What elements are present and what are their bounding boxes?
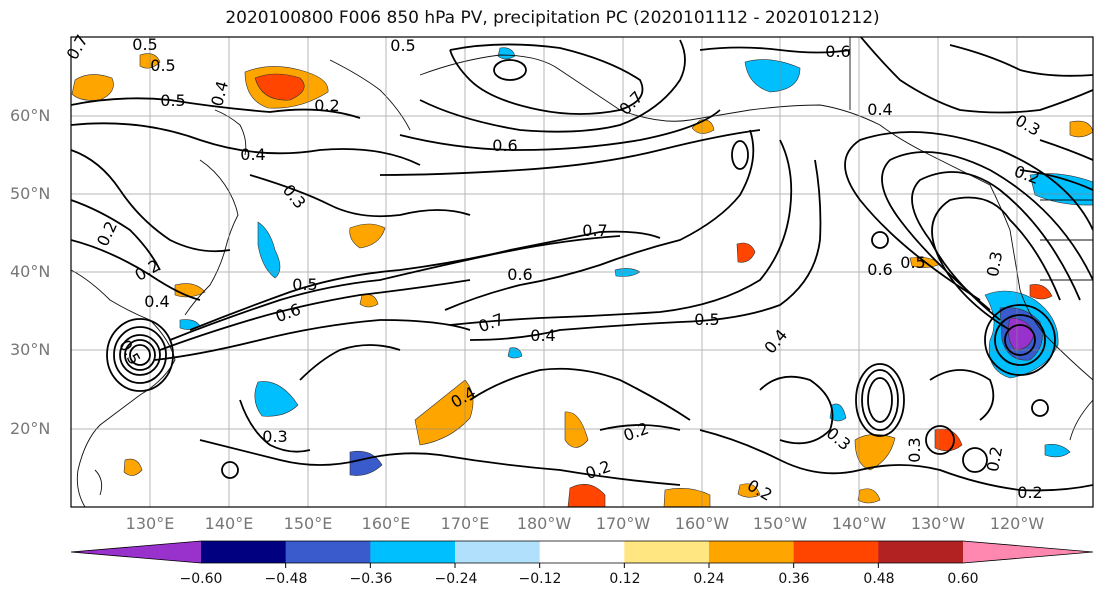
pv-contours bbox=[71, 37, 1093, 492]
colorbar-segment bbox=[709, 541, 795, 563]
lon-label: 150°W bbox=[752, 514, 808, 533]
precip-shading bbox=[71, 47, 1093, 507]
contour-label: 0.3 bbox=[262, 427, 287, 446]
colorbar-tick-label: 0.12 bbox=[609, 571, 641, 587]
contour-label: 0.4 bbox=[144, 292, 169, 311]
colorbar-segment bbox=[370, 541, 456, 563]
lon-label: 120°W bbox=[989, 514, 1045, 533]
contour-label: 0.5 bbox=[900, 253, 925, 272]
colorbar-extend-high bbox=[963, 541, 1093, 563]
colorbar-tick-label: −0.36 bbox=[349, 571, 393, 587]
lat-label: 30°N bbox=[10, 340, 51, 359]
colorbar-segment bbox=[455, 541, 541, 563]
colorbar bbox=[70, 540, 1094, 568]
contour-label: 0.2 bbox=[1017, 483, 1042, 502]
lon-label: 130°W bbox=[910, 514, 966, 533]
contour-label: 0.5 bbox=[160, 91, 185, 110]
colorbar-tick-label: −0.12 bbox=[518, 571, 562, 587]
lon-label: 170°E bbox=[440, 514, 490, 533]
contour-label: 0.6 bbox=[507, 265, 532, 284]
contour-label: 0.2 bbox=[314, 96, 339, 115]
colorbar-segment bbox=[793, 541, 879, 563]
contour-label: 0.5 bbox=[150, 56, 175, 75]
colorbar-tick-label: −0.60 bbox=[179, 571, 223, 587]
colorbar-tick-label: −0.24 bbox=[434, 571, 478, 587]
colorbar-tick-label: 0.24 bbox=[693, 571, 725, 587]
lon-label: 150°E bbox=[283, 514, 333, 533]
contour-label: 0.4 bbox=[240, 145, 265, 164]
lon-label: 140°E bbox=[204, 514, 254, 533]
lat-label: 60°N bbox=[10, 106, 51, 125]
lon-label: 170°W bbox=[595, 514, 651, 533]
colorbar-tick-label: 0.60 bbox=[947, 571, 979, 587]
contour-label: 0.4 bbox=[867, 100, 892, 119]
colorbar-segment bbox=[539, 541, 625, 563]
map-frame bbox=[70, 36, 1094, 508]
lon-label: 140°W bbox=[831, 514, 887, 533]
contour-label: 0.3 bbox=[905, 437, 924, 462]
colorbar-segment bbox=[878, 541, 964, 563]
contour-label: 0.7 bbox=[582, 221, 607, 240]
colorbar-tick-label: −0.48 bbox=[264, 571, 308, 587]
colorbar-tick-label: 0.48 bbox=[863, 571, 895, 587]
contour-label: 0.5 bbox=[390, 36, 415, 55]
lat-label: 40°N bbox=[10, 262, 51, 281]
contour-label: 0.2 bbox=[983, 445, 1006, 473]
lon-label: 160°E bbox=[361, 514, 411, 533]
colorbar-segment bbox=[201, 541, 287, 563]
gridlines bbox=[71, 37, 1093, 507]
lat-label: 20°N bbox=[10, 419, 51, 438]
chart-title: 2020100800 F006 850 hPa PV, precipitatio… bbox=[225, 8, 880, 28]
contour-label: 0.5 bbox=[694, 310, 719, 329]
contour-label: 0.5 bbox=[292, 275, 317, 294]
contour-label: 0.6 bbox=[825, 42, 850, 61]
lon-label: 160°W bbox=[674, 514, 730, 533]
contour-label: 0.4 bbox=[530, 326, 555, 345]
colorbar-segment bbox=[285, 541, 371, 563]
contour-label: 0.3 bbox=[983, 250, 1006, 278]
colorbar-segment bbox=[624, 541, 710, 563]
colorbar-tick-label: 0.36 bbox=[778, 571, 810, 587]
lat-label: 50°N bbox=[10, 184, 51, 203]
contour-label: 0.5 bbox=[132, 35, 157, 54]
coastlines bbox=[71, 37, 1093, 507]
lon-label: 130°E bbox=[125, 514, 175, 533]
colorbar-extend-low bbox=[71, 541, 201, 563]
contour-label: 0.6 bbox=[492, 136, 517, 155]
colorbar-outline bbox=[70, 540, 1094, 564]
lon-label: 180°W bbox=[516, 514, 572, 533]
contour-label: 0.6 bbox=[867, 260, 892, 279]
